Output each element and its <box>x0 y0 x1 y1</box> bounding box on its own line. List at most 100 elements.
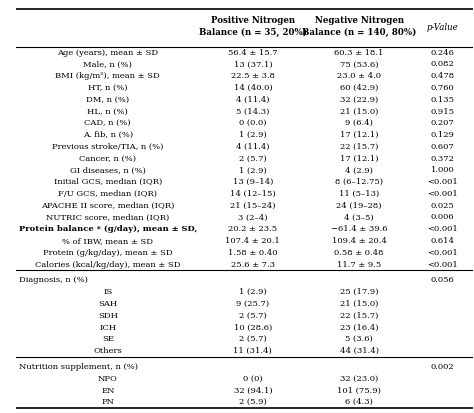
Text: % of IBW, mean ± SD: % of IBW, mean ± SD <box>62 237 153 245</box>
Text: 24 (19–28): 24 (19–28) <box>337 202 382 210</box>
Text: 14 (40.0): 14 (40.0) <box>234 84 272 92</box>
Text: 9 (25.7): 9 (25.7) <box>237 300 269 308</box>
Text: 23.0 ± 4.0: 23.0 ± 4.0 <box>337 72 381 80</box>
Text: 17 (12.1): 17 (12.1) <box>340 154 378 163</box>
Text: F/U GCS, median (IQR): F/U GCS, median (IQR) <box>58 190 157 198</box>
Text: 0.082: 0.082 <box>430 60 455 69</box>
Text: 1.58 ± 0.40: 1.58 ± 0.40 <box>228 249 278 257</box>
Text: 32 (22.9): 32 (22.9) <box>340 96 378 104</box>
Text: 22 (15.7): 22 (15.7) <box>340 143 378 151</box>
Text: 32 (94.1): 32 (94.1) <box>234 387 272 394</box>
Text: 44 (31.4): 44 (31.4) <box>339 347 379 355</box>
Text: 60.3 ± 18.1: 60.3 ± 18.1 <box>334 49 384 57</box>
Text: Diagnosis, n (%): Diagnosis, n (%) <box>18 276 88 285</box>
Text: 11 (31.4): 11 (31.4) <box>234 347 272 355</box>
Text: NUTRIC score, median (IQR): NUTRIC score, median (IQR) <box>46 214 169 221</box>
Text: PN: PN <box>101 398 114 406</box>
Text: 0.002: 0.002 <box>431 363 454 371</box>
Text: GI diseases, n (%): GI diseases, n (%) <box>70 166 146 174</box>
Text: 2 (5.7): 2 (5.7) <box>239 312 267 320</box>
Text: <0.001: <0.001 <box>427 261 458 268</box>
Text: NPO: NPO <box>98 375 118 383</box>
Text: 60 (42.9): 60 (42.9) <box>340 84 378 92</box>
Text: Balance (n = 35, 20%): Balance (n = 35, 20%) <box>199 27 307 36</box>
Text: 10 (28.6): 10 (28.6) <box>234 323 272 332</box>
Text: SAH: SAH <box>98 300 118 308</box>
Text: 4 (3–5): 4 (3–5) <box>344 214 374 221</box>
Text: <0.001: <0.001 <box>427 225 458 233</box>
Text: −61.4 ± 39.6: −61.4 ± 39.6 <box>331 225 387 233</box>
Text: 4 (11.4): 4 (11.4) <box>236 96 270 104</box>
Text: Male, n (%): Male, n (%) <box>83 60 132 69</box>
Text: 0.607: 0.607 <box>430 143 455 151</box>
Text: Initial GCS, median (IQR): Initial GCS, median (IQR) <box>54 178 162 186</box>
Text: 2 (5.7): 2 (5.7) <box>239 335 267 343</box>
Text: IS: IS <box>103 288 112 296</box>
Text: BMI (kg/m²), mean ± SD: BMI (kg/m²), mean ± SD <box>55 72 160 80</box>
Text: 56.4 ± 15.7: 56.4 ± 15.7 <box>228 49 278 57</box>
Text: 13 (37.1): 13 (37.1) <box>234 60 272 69</box>
Text: 0.135: 0.135 <box>430 96 455 104</box>
Text: 0.478: 0.478 <box>430 72 455 80</box>
Text: p-Value: p-Value <box>427 24 458 32</box>
Text: 1.000: 1.000 <box>430 166 455 174</box>
Text: 0.006: 0.006 <box>431 214 454 221</box>
Text: A. fib, n (%): A. fib, n (%) <box>83 131 133 139</box>
Text: Positive Nitrogen: Positive Nitrogen <box>211 16 295 25</box>
Text: <0.001: <0.001 <box>427 249 458 257</box>
Text: APACHE II score, median (IQR): APACHE II score, median (IQR) <box>41 202 174 210</box>
Text: <0.001: <0.001 <box>427 178 458 186</box>
Text: 0.372: 0.372 <box>430 154 455 163</box>
Text: 21 (15.0): 21 (15.0) <box>340 107 378 116</box>
Text: 20.2 ± 23.5: 20.2 ± 23.5 <box>228 225 277 233</box>
Text: 23 (16.4): 23 (16.4) <box>340 323 378 332</box>
Text: 4 (11.4): 4 (11.4) <box>236 143 270 151</box>
Text: ICH: ICH <box>99 323 116 332</box>
Text: 0.129: 0.129 <box>430 131 455 139</box>
Text: DM, n (%): DM, n (%) <box>86 96 129 104</box>
Text: EN: EN <box>101 387 115 394</box>
Text: Protein (g/kg/day), mean ± SD: Protein (g/kg/day), mean ± SD <box>43 249 173 257</box>
Text: 75 (53.6): 75 (53.6) <box>340 60 378 69</box>
Text: 2 (5.9): 2 (5.9) <box>239 398 267 406</box>
Text: SDH: SDH <box>98 312 118 320</box>
Text: 25 (17.9): 25 (17.9) <box>340 288 378 296</box>
Text: 6 (4.3): 6 (4.3) <box>345 398 373 406</box>
Text: 25.6 ± 7.3: 25.6 ± 7.3 <box>231 261 275 268</box>
Text: 8 (6–12.75): 8 (6–12.75) <box>335 178 383 186</box>
Text: Negative Nitrogen: Negative Nitrogen <box>315 16 404 25</box>
Text: 1 (2.9): 1 (2.9) <box>239 131 267 139</box>
Text: 1 (2.9): 1 (2.9) <box>239 288 267 296</box>
Text: CAD, n (%): CAD, n (%) <box>84 119 131 127</box>
Text: Previous stroke/TIA, n (%): Previous stroke/TIA, n (%) <box>52 143 164 151</box>
Text: Protein balance * (g/day), mean ± SD,: Protein balance * (g/day), mean ± SD, <box>18 225 197 233</box>
Text: 17 (12.1): 17 (12.1) <box>340 131 378 139</box>
Text: 4 (2.9): 4 (2.9) <box>345 166 373 174</box>
Text: 0.056: 0.056 <box>430 276 455 285</box>
Text: Others: Others <box>93 347 122 355</box>
Text: 0.207: 0.207 <box>430 119 455 127</box>
Text: Calories (kcal/kg/day), mean ± SD: Calories (kcal/kg/day), mean ± SD <box>35 261 181 268</box>
Text: 14 (12–15): 14 (12–15) <box>230 190 276 198</box>
Text: 0.760: 0.760 <box>430 84 455 92</box>
Text: 22.5 ± 3.8: 22.5 ± 3.8 <box>231 72 275 80</box>
Text: HT, n (%): HT, n (%) <box>88 84 128 92</box>
Text: 32 (23.0): 32 (23.0) <box>340 375 378 383</box>
Text: 5 (3.6): 5 (3.6) <box>345 335 373 343</box>
Text: 0.58 ± 0.48: 0.58 ± 0.48 <box>334 249 384 257</box>
Text: 11 (5–13): 11 (5–13) <box>339 190 379 198</box>
Text: 101 (75.9): 101 (75.9) <box>337 387 381 394</box>
Text: Cancer, n (%): Cancer, n (%) <box>79 154 137 163</box>
Text: 0.025: 0.025 <box>430 202 455 210</box>
Text: 1 (2.9): 1 (2.9) <box>239 166 267 174</box>
Text: 0.915: 0.915 <box>430 107 455 116</box>
Text: 0.246: 0.246 <box>430 49 455 57</box>
Text: 3 (2–4): 3 (2–4) <box>238 214 268 221</box>
Text: 11.7 ± 9.5: 11.7 ± 9.5 <box>337 261 381 268</box>
Text: Age (years), mean ± SD: Age (years), mean ± SD <box>57 49 158 57</box>
Text: 5 (14.3): 5 (14.3) <box>236 107 270 116</box>
Text: 13 (9–14): 13 (9–14) <box>233 178 273 186</box>
Text: 22 (15.7): 22 (15.7) <box>340 312 378 320</box>
Text: Nutrition supplement, n (%): Nutrition supplement, n (%) <box>18 363 137 371</box>
Text: 9 (6.4): 9 (6.4) <box>345 119 373 127</box>
